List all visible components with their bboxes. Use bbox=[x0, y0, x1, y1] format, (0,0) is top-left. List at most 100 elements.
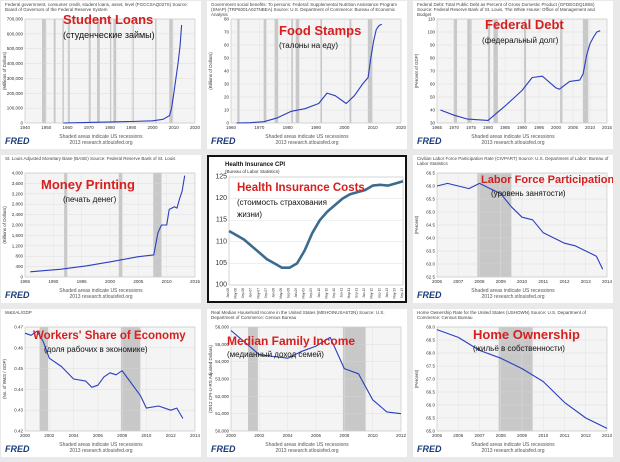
y-tick-label: 600,000 bbox=[7, 31, 24, 36]
chart-svg-health_insurance: 100 105 110 115 120 125 Jan-06 May-06 Sep-06 Jan-… bbox=[215, 174, 404, 299]
y-tick-label: 125 bbox=[215, 174, 227, 181]
plot-area bbox=[24, 326, 196, 432]
y-tick-label: 200,000 bbox=[7, 91, 24, 96]
y-tick-label: 1,600 bbox=[12, 233, 24, 238]
y-tick-label: 56,000 bbox=[215, 325, 229, 330]
x-tick-label: 2013 bbox=[602, 433, 613, 438]
chart-panel-health_insurance: Health Insurance CPI (Bureau of Labor Sta… bbox=[207, 155, 407, 303]
overlay-title: Home Ownership bbox=[473, 327, 580, 342]
x-tick-label: 2012 bbox=[559, 279, 570, 284]
y-tick-label: 300,000 bbox=[7, 76, 24, 81]
x-tick-label: 1970 bbox=[254, 125, 265, 130]
x-tick-label: 1985 bbox=[20, 279, 31, 284]
chart-series-title: St. Louis Adjusted Monetary Base (BASE) … bbox=[5, 156, 176, 161]
y-tick-label: 0 bbox=[20, 121, 23, 126]
x-tick-label: 1990 bbox=[517, 125, 528, 130]
recession-note: Shaded areas indicate US recessions 2013 … bbox=[265, 134, 349, 146]
overlay-subtitle: (талоны на еду) bbox=[279, 41, 338, 50]
x-tick-label: 2010 bbox=[585, 125, 596, 130]
y-tick-label: 55,000 bbox=[215, 342, 229, 347]
y-tick-label: 52,000 bbox=[215, 394, 229, 399]
x-tick-label: Jan-11 bbox=[339, 288, 343, 298]
y-tick-label: 66.5 bbox=[426, 390, 435, 395]
y-tick-label: 3,200 bbox=[12, 191, 24, 196]
fred-logo: FRED bbox=[211, 444, 236, 454]
chart-svg-workers_share: 0.42 0.43 0.44 0.45 0.46 0.47 2000 2002 2004 2006… bbox=[2, 325, 201, 439]
recession-band bbox=[155, 19, 157, 123]
x-tick-label: Jan-12 bbox=[362, 288, 366, 298]
x-tick-label: 2020 bbox=[190, 125, 201, 130]
x-tick-label: 2011 bbox=[538, 279, 548, 284]
x-tick-label: 1970 bbox=[449, 125, 460, 130]
x-tick-label: 2000 bbox=[226, 433, 237, 438]
x-tick-label: 2000 bbox=[339, 125, 350, 130]
chart-series-title: Government social benefits: To persons: … bbox=[211, 2, 398, 17]
x-tick-label: 2012 bbox=[166, 433, 177, 438]
overlay-subtitle: (медианный доход семей) bbox=[227, 350, 324, 359]
x-tick-label: Sep-11 bbox=[355, 288, 359, 298]
overlay-subtitle: (доля рабочих в экономике) bbox=[44, 345, 148, 354]
y-tick-label: 115 bbox=[216, 217, 227, 224]
recession-band bbox=[110, 19, 112, 123]
fred-logo: FRED bbox=[5, 444, 30, 454]
x-tick-label: 2005 bbox=[568, 125, 579, 130]
y-axis-label: (Percent) bbox=[414, 215, 419, 234]
fred-logo: FRED bbox=[5, 290, 30, 300]
y-tick-label: 40 bbox=[224, 69, 230, 74]
x-tick-label: 2010 bbox=[162, 279, 173, 284]
overlay-title: Workers' Share of Economy bbox=[33, 330, 186, 342]
x-tick-label: 1995 bbox=[77, 279, 88, 284]
x-tick-label: 1980 bbox=[105, 125, 116, 130]
overlay-title: Health Insurance Costs bbox=[237, 182, 365, 194]
chart-series-title: Federal Debt: Total Public Debt as Perce… bbox=[417, 2, 595, 17]
y-tick-label: 700,000 bbox=[7, 17, 24, 22]
chart-series-title: Home Ownership Rate for the United State… bbox=[417, 310, 587, 320]
y-tick-label: 65.0 bbox=[426, 429, 435, 434]
chart-series-title: W&SAL/GDP bbox=[5, 310, 32, 315]
recession-band bbox=[132, 19, 134, 123]
x-tick-label: 2008 bbox=[474, 279, 485, 284]
x-tick-label: 2020 bbox=[396, 125, 407, 130]
recession-band bbox=[39, 327, 49, 431]
y-axis-label: (2012 CPI-U-RS Adjusted Dollars) bbox=[208, 344, 213, 413]
y-tick-label: 110 bbox=[216, 238, 227, 245]
chart-series-title: Health Insurance CPI bbox=[225, 162, 286, 168]
x-tick-label: May-07 bbox=[256, 288, 260, 299]
series-line bbox=[228, 180, 404, 269]
series-line bbox=[440, 30, 601, 121]
y-tick-label: 63.5 bbox=[426, 249, 435, 254]
recession-band bbox=[97, 19, 100, 123]
y-tick-label: 2,800 bbox=[12, 202, 24, 207]
overlay-subtitle: (федеральный долг) bbox=[482, 36, 559, 45]
x-tick-label: 1970 bbox=[84, 125, 95, 130]
x-tick-label: 1965 bbox=[432, 125, 443, 130]
x-tick-label: 2005 bbox=[133, 279, 144, 284]
x-tick-label: 2000 bbox=[147, 125, 158, 130]
recession-band bbox=[113, 19, 117, 123]
y-tick-label: 40 bbox=[430, 108, 436, 113]
y-tick-label: 80 bbox=[224, 17, 230, 22]
recession-note: Shaded areas indicate US recessions 2013 … bbox=[471, 288, 555, 300]
series-line bbox=[230, 330, 402, 415]
y-tick-label: 65.0 bbox=[426, 210, 435, 215]
y-tick-label: 2,400 bbox=[12, 212, 24, 217]
x-tick-label: 1980 bbox=[283, 125, 294, 130]
y-tick-label: 67.0 bbox=[426, 377, 435, 382]
x-tick-label: 2015 bbox=[190, 279, 201, 284]
fred-logo: FRED bbox=[211, 136, 236, 146]
x-tick-label: 2007 bbox=[474, 433, 485, 438]
chart-svg-home_ownership: 65.0 65.5 66.0 66.5 67.0 67.5 68.0 68.5 69.0 2005… bbox=[414, 325, 613, 439]
x-tick-label: 2008 bbox=[339, 433, 350, 438]
x-tick-label: 2006 bbox=[311, 433, 322, 438]
x-tick-label: 2014 bbox=[190, 433, 201, 438]
chart-panel-median_income: Real Median Household Income in the Unit… bbox=[207, 309, 407, 457]
y-tick-label: 67.5 bbox=[426, 364, 435, 369]
overlay-title: Money Printing bbox=[41, 177, 135, 192]
x-tick-label: 2007 bbox=[453, 279, 464, 284]
y-tick-label: 30 bbox=[224, 82, 230, 87]
x-tick-label: 1940 bbox=[20, 125, 31, 130]
x-tick-label: 1950 bbox=[41, 125, 52, 130]
x-tick-label: May-09 bbox=[302, 288, 306, 299]
chart-svg-labor_force: 62.5 63.0 63.5 64.0 64.5 65.0 65.5 66.0 66.5 2006… bbox=[414, 171, 613, 285]
